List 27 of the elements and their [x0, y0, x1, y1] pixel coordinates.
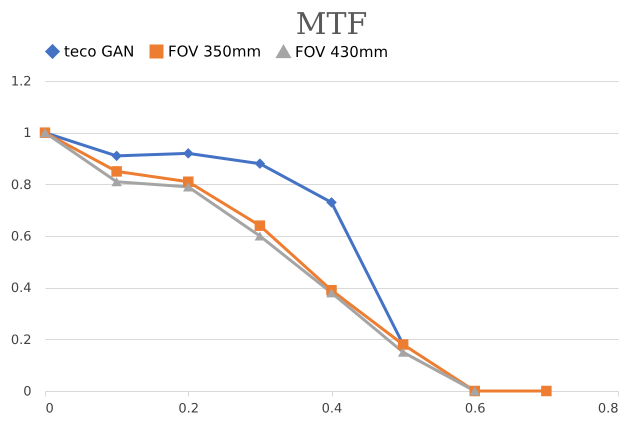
point: [254, 158, 266, 169]
point: [326, 288, 337, 298]
point: [183, 148, 194, 159]
x-tick-label: 0: [46, 402, 54, 416]
point: [183, 182, 194, 192]
x-tick-label: 0.4: [322, 402, 342, 416]
point: [541, 386, 552, 396]
y-tick-label: 0.4: [10, 281, 32, 296]
y-tick-label: 0: [23, 384, 32, 400]
point: [111, 150, 122, 162]
legend-label: FOV 430mm: [295, 42, 388, 61]
y-tick-label: 0.2: [10, 332, 32, 348]
y-tick-label: 0.6: [10, 230, 32, 244]
legend-label: FOV 350mm: [168, 42, 262, 61]
chart-title: MTF: [296, 7, 368, 42]
point: [111, 166, 122, 177]
y-tick-label: 1.2: [10, 74, 32, 90]
x-tick-label: 0.2: [178, 402, 200, 416]
x-tick-label: 0.6: [464, 402, 486, 416]
point: [254, 220, 266, 231]
point: [111, 177, 122, 186]
legend-label: teco GAN: [64, 42, 134, 61]
x-tick-label: 0.8: [598, 402, 618, 416]
y-tick-label: 0.8: [10, 178, 32, 193]
y-tick-label: 1: [23, 126, 32, 142]
point: [326, 197, 337, 208]
point: [398, 348, 408, 357]
